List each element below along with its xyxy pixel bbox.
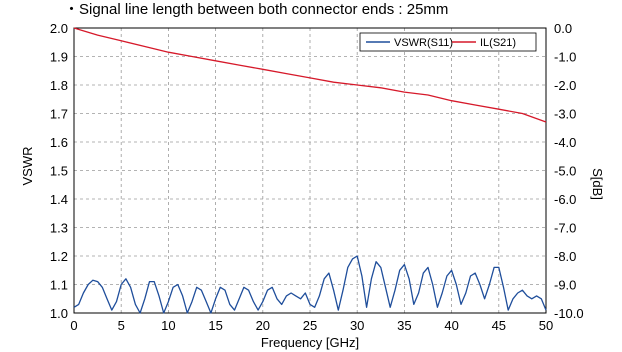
series-layer bbox=[73, 27, 547, 314]
legend: VSWR(S11) IL(S21) bbox=[359, 32, 537, 52]
y-tick-label: 1.9 bbox=[50, 50, 68, 65]
y-tick-label: 1.8 bbox=[50, 78, 68, 93]
x-tick-labels: 0 5 10 15 20 25 30 35 40 45 50 bbox=[70, 318, 553, 333]
y2-tick-label: -4.0 bbox=[554, 135, 576, 150]
legend-label: VSWR(S11) bbox=[394, 37, 453, 49]
y2-tick-label: -7.0 bbox=[554, 221, 576, 236]
y2-tick-label: -8.0 bbox=[554, 249, 576, 264]
x-tick-label: 40 bbox=[444, 318, 458, 333]
y-tick-label: 1.0 bbox=[50, 306, 68, 321]
y-tick-label: 1.2 bbox=[50, 249, 68, 264]
x-tick-label: 5 bbox=[118, 318, 125, 333]
x-tick-label: 20 bbox=[256, 318, 270, 333]
legend-label: IL(S21) bbox=[480, 37, 516, 49]
y-tick-label: 1.4 bbox=[50, 192, 68, 207]
y2-tick-label: -1.0 bbox=[554, 50, 576, 65]
x-tick-label: 15 bbox=[208, 318, 222, 333]
y-tick-labels: 1.0 1.1 1.2 1.3 1.4 1.5 1.6 1.7 1.8 1.9 2.0 bbox=[50, 21, 68, 321]
y-tick-label: 1.3 bbox=[50, 221, 68, 236]
x-tick-label: 10 bbox=[161, 318, 175, 333]
y2-tick-label: -9.0 bbox=[554, 278, 576, 293]
y2-tick-label: 0.0 bbox=[554, 21, 572, 36]
plot-frame bbox=[73, 27, 547, 314]
series-line-il-s21- bbox=[73, 27, 547, 123]
y2-tick-label: -2.0 bbox=[554, 78, 576, 93]
y-tick-label: 1.6 bbox=[50, 135, 68, 150]
y-axis-title: VSWR bbox=[20, 147, 35, 186]
x-tick-label: 50 bbox=[539, 318, 553, 333]
x-tick-label: 30 bbox=[350, 318, 364, 333]
x-tick-label: 35 bbox=[397, 318, 411, 333]
y2-tick-label: -10.0 bbox=[554, 306, 584, 321]
y2-tick-label: -6.0 bbox=[554, 192, 576, 207]
series-line-vswr-s11- bbox=[73, 255, 547, 314]
y2-tick-label: -3.0 bbox=[554, 107, 576, 122]
x-tick-label: 45 bbox=[492, 318, 506, 333]
grid bbox=[74, 28, 546, 313]
x-axis-title: Frequency [GHz] bbox=[261, 335, 359, 350]
x-tick-label: 25 bbox=[303, 318, 317, 333]
y-tick-label: 1.7 bbox=[50, 107, 68, 122]
y-tick-label: 1.5 bbox=[50, 164, 68, 179]
y2-tick-label: -5.0 bbox=[554, 164, 576, 179]
y-tick-label: 1.1 bbox=[50, 278, 68, 293]
y2-axis-title: S[dB] bbox=[590, 168, 605, 200]
chart-caption: ・Signal line length between both connect… bbox=[64, 1, 448, 18]
y-tick-label: 2.0 bbox=[50, 21, 68, 36]
legend-box bbox=[359, 32, 537, 52]
y2-tick-labels: -10.0 -9.0 -8.0 -7.0 -6.0 -5.0 -4.0 -3.0 -2.0 -1.… bbox=[554, 21, 584, 321]
x-tick-label: 0 bbox=[70, 318, 77, 333]
